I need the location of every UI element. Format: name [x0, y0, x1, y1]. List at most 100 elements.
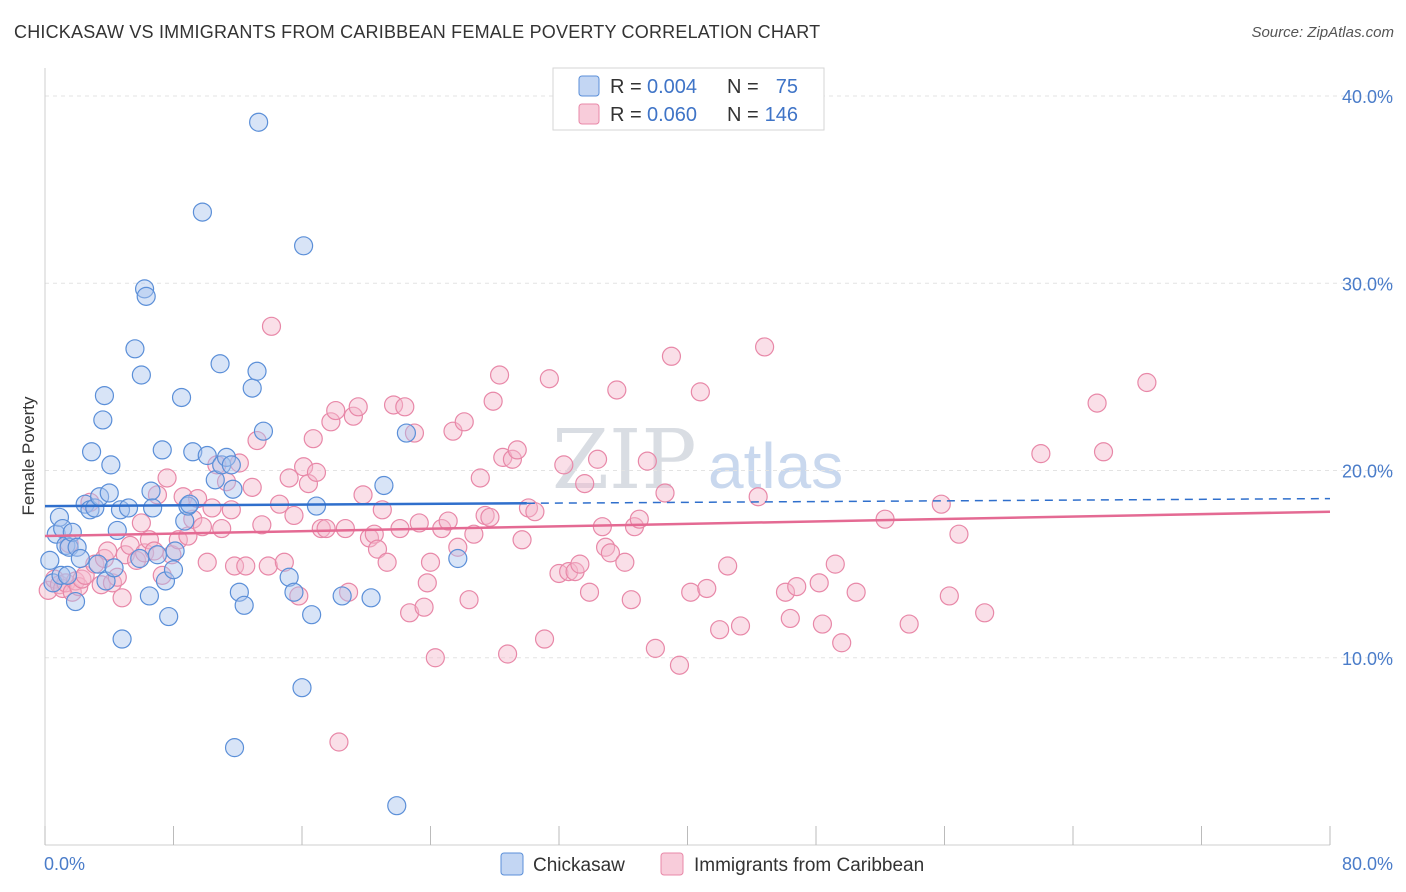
chickasaw-point: [134, 279, 155, 299]
caribbean-point: [197, 552, 217, 572]
chickasaw-point: [88, 554, 108, 574]
caribbean-point: [690, 382, 710, 402]
caribbean-point: [329, 732, 349, 752]
caribbean-point: [498, 644, 518, 664]
chickasaw-point: [171, 387, 192, 408]
caribbean-point: [202, 498, 222, 518]
caribbean-trend-line: [44, 510, 1331, 538]
caribbean-point: [600, 543, 621, 563]
caribbean-point: [621, 590, 641, 610]
chickasaw-point: [387, 796, 407, 816]
chickasaw-point: [70, 548, 90, 569]
caribbean-point: [115, 545, 135, 565]
chickasaw-point: [284, 582, 304, 602]
caribbean-point: [525, 502, 545, 522]
chickasaw-point: [67, 537, 87, 557]
caribbean-point: [587, 449, 608, 469]
caribbean-point: [809, 573, 829, 593]
caribbean-point: [483, 391, 503, 411]
chickasaw-point: [51, 565, 71, 585]
chickasaw-point: [99, 483, 119, 503]
chickasaw-trend-extension: [526, 497, 1331, 505]
caribbean-point: [939, 586, 959, 606]
chickasaw-point: [306, 496, 327, 516]
caribbean-point: [661, 346, 682, 366]
bottom-legend-label-caribbean: Immigrants from Caribbean: [694, 855, 924, 876]
caribbean-point: [279, 468, 299, 488]
chickasaw-point: [130, 548, 150, 569]
caribbean-point: [348, 397, 368, 417]
chickasaw-point: [332, 586, 352, 606]
caribbean-point: [754, 337, 775, 357]
y-tick-label: 30.0%: [1342, 274, 1393, 294]
chickasaw-point: [112, 629, 132, 649]
caribbean-point: [575, 474, 595, 494]
chickasaw-point: [155, 571, 176, 591]
chickasaw-point: [374, 475, 394, 496]
legend-n-value: 146: [765, 104, 798, 126]
watermark-zip: ZIP: [552, 413, 697, 508]
caribbean-point: [443, 421, 463, 441]
chickasaw-point: [234, 595, 254, 615]
chickasaw-point: [40, 550, 60, 570]
bottom-legend-swatch-caribbean: [660, 852, 684, 876]
chickasaw-points: [40, 112, 468, 816]
y-tick-label: 20.0%: [1342, 462, 1393, 482]
chickasaw-point: [223, 479, 243, 499]
caribbean-point: [931, 494, 951, 514]
caribbean-point: [697, 578, 717, 599]
caribbean-point: [899, 614, 919, 634]
chickasaw-point: [242, 378, 262, 398]
caribbean-point: [832, 633, 852, 653]
bottom-legend-label-chickasaw: Chickasaw: [533, 855, 625, 876]
caribbean-point: [377, 552, 397, 572]
chickasaw-point: [183, 442, 203, 462]
caribbean-point: [367, 539, 388, 559]
caribbean-point: [168, 530, 188, 550]
chickasaw-point: [147, 545, 168, 565]
chickasaw-point: [93, 410, 113, 430]
chickasaw-point: [210, 354, 230, 374]
chickasaw-point: [159, 606, 179, 627]
caribbean-point: [420, 552, 441, 572]
chickasaw-point: [65, 591, 86, 612]
chickasaw-point: [49, 507, 70, 527]
caribbean-point: [152, 565, 172, 585]
caribbean-point: [570, 554, 590, 574]
trend-lines: [44, 497, 1331, 538]
y-tick-labels: 10.0% 20.0% 30.0% 40.0%: [1342, 87, 1393, 669]
legend-n-label: N =: [727, 76, 759, 98]
caribbean-point: [274, 552, 294, 572]
caribbean-point: [454, 412, 474, 432]
caribbean-point: [157, 468, 177, 488]
chart-title: CHICKASAW VS IMMIGRANTS FROM CARIBBEAN F…: [14, 22, 821, 42]
caribbean-point: [221, 500, 241, 520]
caribbean-point: [284, 505, 304, 526]
chickasaw-point: [294, 236, 314, 256]
caribbean-point: [470, 468, 490, 488]
caribbean-point: [316, 518, 336, 539]
chickasaw-point: [101, 455, 121, 475]
caribbean-point: [615, 552, 635, 572]
chickasaw-point: [361, 588, 381, 608]
caribbean-point: [846, 582, 866, 602]
y-tick-label: 10.0%: [1342, 649, 1393, 669]
caribbean-point: [1093, 442, 1114, 462]
caribbean-point: [645, 638, 665, 658]
chickasaw-point: [152, 440, 172, 460]
chickasaw-point: [139, 586, 160, 606]
chickasaw-point: [125, 339, 145, 359]
caribbean-point: [502, 449, 523, 469]
x-tick-label: 0.0%: [44, 854, 85, 874]
legend-swatch-caribbean: [578, 103, 600, 125]
caribbean-point: [306, 462, 327, 482]
caribbean-point: [464, 524, 484, 544]
caribbean-point: [579, 582, 600, 602]
caribbean-point: [718, 556, 738, 576]
caribbean-point: [1031, 444, 1051, 464]
chickasaw-point: [247, 361, 267, 381]
chickasaw-point: [141, 481, 161, 501]
chickasaw-trend-line: [44, 502, 527, 508]
caribbean-point: [534, 629, 555, 649]
caribbean-point: [131, 513, 151, 533]
